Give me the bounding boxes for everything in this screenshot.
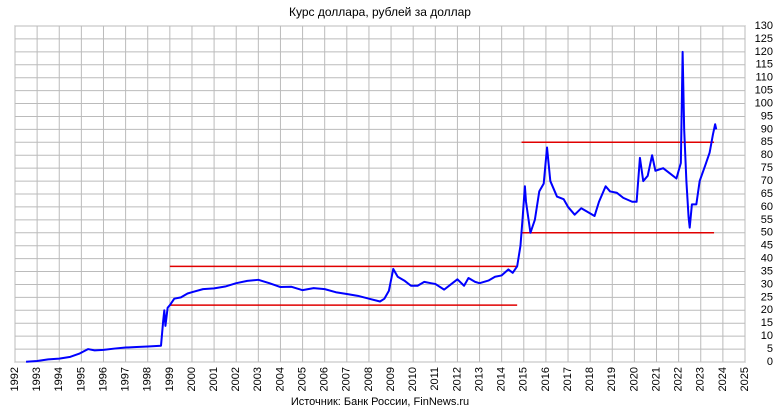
y-tick-label: 95 (761, 110, 773, 122)
x-tick-label: 1993 (31, 367, 43, 391)
x-tick-label: 1999 (164, 367, 176, 391)
y-tick-label: 30 (761, 278, 773, 290)
x-tick-label: 2022 (673, 367, 685, 391)
x-tick-label: 1997 (120, 367, 132, 391)
source-note: Источник: Банк России, FinNews.ru (291, 396, 469, 408)
x-tick-label: 1994 (53, 367, 65, 391)
x-tick-label: 1998 (142, 367, 154, 391)
x-tick-label: 2018 (584, 367, 596, 391)
y-tick-label: 55 (761, 214, 773, 226)
y-tick-label: 85 (761, 136, 773, 148)
x-tick-label: 1992 (9, 367, 21, 391)
y-tick-label: 20 (761, 304, 773, 316)
y-tick-label: 60 (761, 201, 773, 213)
y-tick-label: 25 (761, 291, 773, 303)
y-tick-label: 45 (761, 240, 773, 252)
x-tick-label: 2025 (739, 367, 751, 391)
y-tick-label: 80 (761, 149, 773, 161)
chart-title: Курс доллара, рублей за доллар (289, 5, 471, 19)
y-tick-label: 115 (755, 59, 773, 71)
x-tick-label: 2013 (473, 367, 485, 391)
y-tick-label: 90 (761, 123, 773, 135)
x-tick-label: 2011 (429, 367, 441, 391)
x-tick-label: 2010 (407, 367, 419, 391)
x-tick-label: 2012 (451, 367, 463, 391)
x-tick-label: 2008 (363, 367, 375, 391)
y-tick-label: 40 (761, 253, 773, 265)
y-tick-label: 105 (755, 85, 773, 97)
x-tick-label: 1995 (75, 367, 87, 391)
x-tick-label: 2002 (230, 367, 242, 391)
x-tick-label: 2000 (186, 367, 198, 391)
rate-line (25, 50, 718, 363)
y-tick-label: 35 (761, 265, 773, 277)
y-tick-label: 65 (761, 188, 773, 200)
y-tick-label: 120 (755, 46, 773, 58)
x-tick-label: 1996 (97, 367, 109, 391)
y-tick-label: 5 (767, 343, 773, 355)
y-tick-label: 110 (755, 72, 773, 84)
x-tick-label: 2005 (296, 367, 308, 391)
x-tick-label: 2007 (341, 367, 353, 391)
x-tick-label: 2020 (628, 367, 640, 391)
x-tick-label: 2009 (385, 367, 397, 391)
x-tick-label: 2017 (562, 367, 574, 391)
x-tick-label: 2024 (717, 367, 729, 391)
x-tick-label: 2023 (695, 367, 707, 391)
x-tick-label: 2004 (274, 367, 286, 391)
y-tick-label: 70 (761, 175, 773, 187)
y-tick-label: 50 (761, 227, 773, 239)
x-tick-label: 2006 (319, 367, 331, 391)
y-tick-label: 125 (755, 33, 773, 45)
y-tick-label: 100 (755, 97, 773, 109)
y-tick-label: 0 (767, 356, 773, 368)
x-tick-label: 2014 (496, 367, 508, 391)
y-tick-label: 10 (761, 330, 773, 342)
x-tick-label: 2021 (650, 367, 662, 391)
x-tick-label: 2001 (208, 367, 220, 391)
y-tick-label: 15 (761, 317, 773, 329)
x-tick-label: 2019 (606, 367, 618, 391)
y-tick-label: 130 (755, 20, 773, 32)
x-tick-label: 2015 (518, 367, 530, 391)
y-tick-label: 75 (761, 162, 773, 174)
x-tick-label: 2003 (252, 367, 264, 391)
x-tick-label: 2016 (540, 367, 552, 391)
